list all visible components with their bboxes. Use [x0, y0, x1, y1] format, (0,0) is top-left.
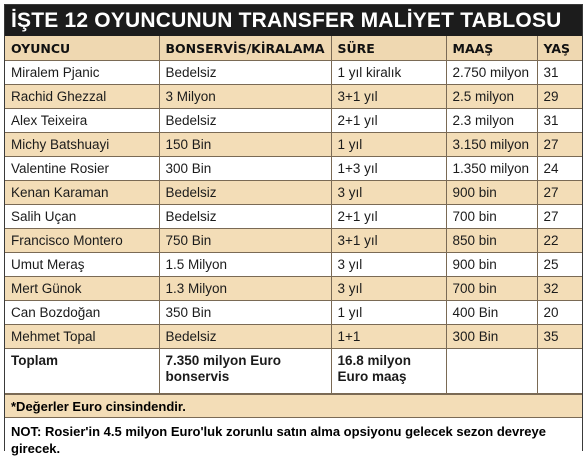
- transfer-fee: Bedelsiz: [159, 108, 332, 133]
- player-name: Francisco Montero: [5, 228, 160, 253]
- table-row: Rachid Ghezzal 3 Milyon 3+1 yıl 2.5 mily…: [5, 84, 582, 109]
- age: 20: [537, 300, 582, 325]
- contract-duration: 1+1: [331, 324, 447, 349]
- transfer-cost-table-card: İŞTE 12 OYUNCUNUN TRANSFER MALİYET TABLO…: [4, 4, 583, 457]
- total-fee-caption: bonservis: [165, 369, 230, 384]
- contract-duration: 2+1 yıl: [331, 108, 447, 133]
- contract-duration: 1+3 yıl: [331, 156, 447, 181]
- transfer-fee: 3 Milyon: [159, 84, 332, 109]
- table-row: Miralem Pjanic Bedelsiz 1 yıl kiralık 2.…: [5, 60, 582, 85]
- salary: 1.350 milyon: [446, 156, 538, 181]
- table-row: Mehmet Topal Bedelsiz 1+1 300 Bin 35: [5, 324, 582, 349]
- player-name: Mehmet Topal: [5, 324, 160, 349]
- age: 29: [537, 84, 582, 109]
- table-row: Valentine Rosier 300 Bin 1+3 yıl 1.350 m…: [5, 156, 582, 181]
- salary: 2.750 milyon: [446, 60, 538, 85]
- contract-duration: 3 yıl: [331, 252, 447, 277]
- currency-note: *Değerler Euro cinsindendir.: [5, 394, 582, 418]
- contract-duration: 1 yıl kiralık: [331, 60, 447, 85]
- table-row: Salih Uçan Bedelsiz 2+1 yıl 700 bin 27: [5, 204, 582, 229]
- column-header-fee: BONSERVİS/KİRALAMA: [159, 36, 332, 61]
- transfer-fee: 1.5 Milyon: [159, 252, 332, 277]
- contract-duration: 3 yıl: [331, 276, 447, 301]
- transfer-fee: 150 Bin: [159, 132, 332, 157]
- table-title: İŞTE 12 OYUNCUNUN TRANSFER MALİYET TABLO…: [5, 5, 582, 36]
- table-row: Alex Teixeira Bedelsiz 2+1 yıl 2.3 milyo…: [5, 108, 582, 133]
- contract-duration: 3 yıl: [331, 180, 447, 205]
- player-name: Salih Uçan: [5, 204, 160, 229]
- player-name: Rachid Ghezzal: [5, 84, 160, 109]
- player-name: Kenan Karaman: [5, 180, 160, 205]
- column-header-age: YAŞ: [537, 36, 582, 61]
- player-name: Umut Meraş: [5, 252, 160, 277]
- transfer-fee: 750 Bin: [159, 228, 332, 253]
- total-fee-amount: 7.350 milyon Euro: [165, 353, 282, 368]
- total-row: Toplam 7.350 milyon Euro bonservis 16.8 …: [5, 348, 582, 394]
- column-header-salary: MAAŞ: [446, 36, 538, 61]
- contract-duration: 2+1 yıl: [331, 204, 447, 229]
- table-row: Francisco Montero 750 Bin 3+1 yıl 850 bi…: [5, 228, 582, 253]
- age: 27: [537, 132, 582, 157]
- transfer-fee: 1.3 Milyon: [159, 276, 332, 301]
- age: 22: [537, 228, 582, 253]
- table-row: Umut Meraş 1.5 Milyon 3 yıl 900 bin 25: [5, 252, 582, 277]
- salary: 3.150 milyon: [446, 132, 538, 157]
- player-name: Miralem Pjanic: [5, 60, 160, 85]
- salary: 700 bin: [446, 204, 538, 229]
- salary: 700 bin: [446, 276, 538, 301]
- salary: 2.5 milyon: [446, 84, 538, 109]
- footnote: NOT: Rosier'in 4.5 milyon Euro'luk zorun…: [5, 418, 582, 457]
- age: 31: [537, 60, 582, 85]
- salary: 2.3 milyon: [446, 108, 538, 133]
- table-row: Can Bozdoğan 350 Bin 1 yıl 400 Bin 20: [5, 300, 582, 325]
- salary: 300 Bin: [446, 324, 538, 349]
- transfer-fee: 300 Bin: [159, 156, 332, 181]
- contract-duration: 1 yıl: [331, 300, 447, 325]
- age: 24: [537, 156, 582, 181]
- player-name: Alex Teixeira: [5, 108, 160, 133]
- total-salary-amount: 16.8 milyon: [337, 353, 412, 368]
- salary: 850 bin: [446, 228, 538, 253]
- table-row: Michy Batshuayi 150 Bin 1 yıl 3.150 mily…: [5, 132, 582, 157]
- header-row: OYUNCU BONSERVİS/KİRALAMA SÜRE MAAŞ YAŞ: [5, 36, 582, 61]
- age: 27: [537, 204, 582, 229]
- player-name: Mert Günok: [5, 276, 160, 301]
- column-header-duration: SÜRE: [331, 36, 447, 61]
- contract-duration: 1 yıl: [331, 132, 447, 157]
- total-empty-cell: [537, 348, 582, 394]
- total-fee: 7.350 milyon Euro bonservis: [159, 348, 332, 394]
- table-row: Kenan Karaman Bedelsiz 3 yıl 900 bin 27: [5, 180, 582, 205]
- age: 32: [537, 276, 582, 301]
- transfer-fee: Bedelsiz: [159, 180, 332, 205]
- table-row: Mert Günok 1.3 Milyon 3 yıl 700 bin 32: [5, 276, 582, 301]
- player-name: Michy Batshuayi: [5, 132, 160, 157]
- total-label: Toplam: [5, 348, 160, 394]
- transfer-fee: Bedelsiz: [159, 324, 332, 349]
- salary: 900 bin: [446, 252, 538, 277]
- total-salary: 16.8 milyon Euro maaş: [331, 348, 447, 394]
- transfer-table: OYUNCU BONSERVİS/KİRALAMA SÜRE MAAŞ YAŞ …: [5, 36, 582, 394]
- total-empty-cell: [446, 348, 538, 394]
- column-header-player: OYUNCU: [5, 36, 160, 61]
- age: 27: [537, 180, 582, 205]
- transfer-fee: 350 Bin: [159, 300, 332, 325]
- total-salary-caption: Euro maaş: [337, 369, 407, 384]
- age: 31: [537, 108, 582, 133]
- transfer-fee: Bedelsiz: [159, 60, 332, 85]
- age: 35: [537, 324, 582, 349]
- salary: 900 bin: [446, 180, 538, 205]
- contract-duration: 3+1 yıl: [331, 84, 447, 109]
- contract-duration: 3+1 yıl: [331, 228, 447, 253]
- salary: 400 Bin: [446, 300, 538, 325]
- age: 25: [537, 252, 582, 277]
- player-name: Valentine Rosier: [5, 156, 160, 181]
- player-name: Can Bozdoğan: [5, 300, 160, 325]
- transfer-fee: Bedelsiz: [159, 204, 332, 229]
